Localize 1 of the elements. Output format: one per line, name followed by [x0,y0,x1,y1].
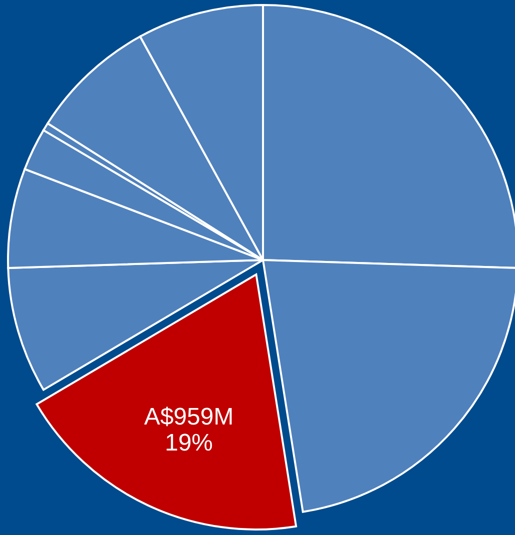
data-label: A$959M 19% [144,404,234,457]
